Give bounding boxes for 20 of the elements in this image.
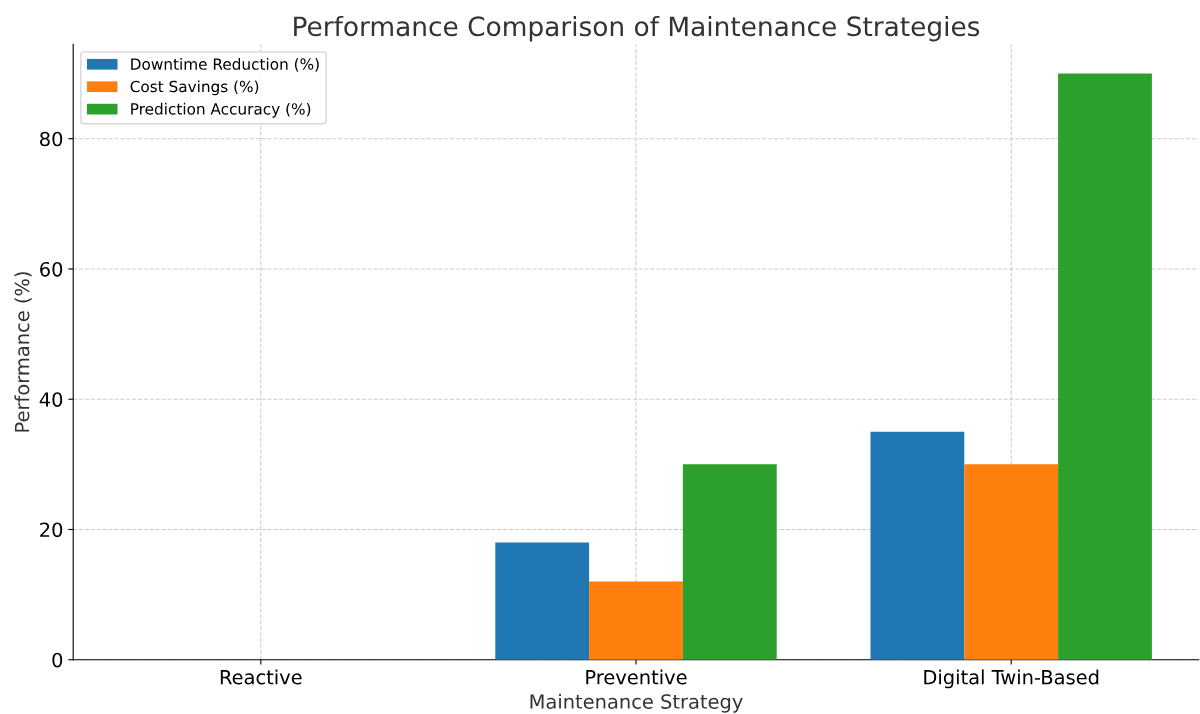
y-tick-label: 0: [52, 652, 63, 668]
y-tick-label: 80: [40, 131, 63, 147]
x-tick-label: Preventive: [586, 669, 687, 685]
bar: [870, 431, 965, 660]
bar: [495, 542, 590, 660]
bar: [964, 464, 1059, 660]
chart-title: Performance Comparison of Maintenance Strategies: [294, 15, 980, 42]
bar: [1058, 73, 1152, 660]
y-axis-title: Performance (%): [14, 272, 32, 432]
x-tick-label: Reactive: [220, 669, 302, 685]
bar: [682, 464, 777, 660]
x-tick-label: Digital Twin-Based: [924, 669, 1099, 689]
y-tick-label: 60: [40, 261, 63, 277]
y-tick-label: 40: [39, 392, 63, 407]
bar: [589, 581, 683, 660]
legend-label: Prediction Accuracy (%): [131, 102, 311, 118]
y-tick-label: 20: [40, 522, 63, 538]
legend-label: Downtime Reduction (%): [131, 58, 319, 72]
legend-label: Cost Savings (%): [130, 80, 259, 96]
x-axis-title: Maintenance Strategy: [530, 693, 743, 713]
